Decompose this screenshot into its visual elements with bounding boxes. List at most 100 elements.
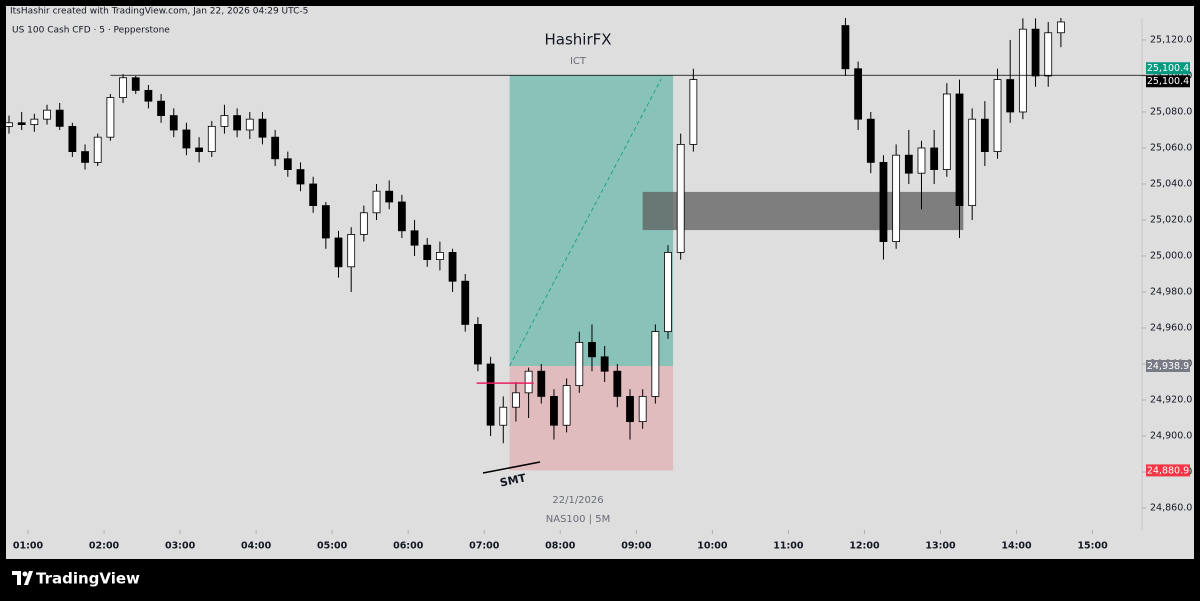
candle-body <box>347 233 356 268</box>
candle-body <box>486 363 495 426</box>
candle-body <box>448 251 457 282</box>
candle-body <box>930 147 939 170</box>
candle-body <box>93 136 102 163</box>
x-tick-label: 02:00 <box>89 541 120 552</box>
candle-body <box>131 77 140 91</box>
smt-label: SMT <box>499 471 528 489</box>
candle-body <box>397 201 406 232</box>
candle-body <box>892 154 901 242</box>
candle-body <box>993 79 1002 152</box>
candle-body <box>474 324 482 365</box>
stop-zone <box>509 365 674 471</box>
price-label-box <box>1146 359 1190 372</box>
candle-body <box>43 109 51 120</box>
y-tick-label: 24,980.0 <box>1150 287 1192 298</box>
candle-body <box>575 342 584 387</box>
candle-body <box>359 212 368 235</box>
brand-logo <box>12 571 33 585</box>
x-tick-label: 08:00 <box>545 541 576 552</box>
candle-body <box>1006 79 1015 113</box>
chart-subtitle: ICT <box>570 56 587 67</box>
x-tick-label: 07:00 <box>469 541 500 552</box>
candle-body <box>942 93 951 170</box>
candle-body <box>917 147 926 174</box>
candle-body <box>207 125 216 152</box>
candle-body <box>461 280 470 325</box>
candle-body <box>233 115 242 131</box>
candle-body <box>68 125 77 152</box>
candle-body <box>195 147 204 152</box>
position-path <box>509 79 662 367</box>
candle-body <box>626 396 634 423</box>
y-tick-label: 24,920.0 <box>1150 395 1192 406</box>
y-tick-label: 25,000.0 <box>1150 250 1192 261</box>
candle-body <box>600 356 609 372</box>
symbol-label: US 100 Cash CFD · 5 · Pepperstone <box>12 26 170 36</box>
candle-body <box>524 370 533 394</box>
candle-body <box>904 154 913 174</box>
smt-line <box>482 461 541 474</box>
candle-body <box>676 143 685 253</box>
candle-body <box>271 136 280 160</box>
candle-body <box>157 100 165 116</box>
x-tick-label: 15:00 <box>1077 541 1108 552</box>
price-label-box <box>1146 62 1190 75</box>
x-tick-label: 12:00 <box>849 541 880 552</box>
candle-body <box>182 129 191 149</box>
candle-body <box>55 109 64 127</box>
candle-body <box>562 385 571 426</box>
candle-body <box>372 190 381 214</box>
x-tick-label: 09:00 <box>621 541 652 552</box>
candle-body <box>81 151 89 163</box>
candle-body <box>410 230 419 246</box>
candle-body <box>258 118 267 138</box>
candle-body <box>144 89 153 102</box>
price-label: 24,880.9 <box>1147 465 1189 476</box>
candle-body <box>1018 28 1027 113</box>
x-tick-label: 14:00 <box>1001 541 1032 552</box>
candle-body <box>1056 21 1065 34</box>
price-label: 24,938.9 <box>1147 361 1189 372</box>
y-tick-label: 24,960.0 <box>1150 323 1192 334</box>
candle-body <box>385 190 394 203</box>
price-label-box <box>1146 75 1190 88</box>
candle-body <box>296 169 305 185</box>
candle-body <box>334 237 343 268</box>
candle-body <box>980 118 989 152</box>
candle-body <box>309 183 318 206</box>
candle-body <box>968 118 977 206</box>
instrument-annotation: NAS100 | 5M <box>546 514 610 525</box>
candle-body <box>854 68 863 120</box>
candle-body <box>613 370 622 397</box>
y-tick-label: 25,080.0 <box>1150 106 1192 117</box>
price-label: 25,100.4 <box>1147 76 1189 87</box>
candle-body <box>638 396 647 423</box>
x-tick-label: 10:00 <box>697 541 728 552</box>
candle-body <box>499 406 508 426</box>
candle-body <box>245 118 254 131</box>
y-tick-label: 25,120.0 <box>1150 34 1192 45</box>
candle-body <box>6 122 13 127</box>
candle-body <box>30 118 39 125</box>
header-credit: ItsHashir created with TradingView.com, … <box>10 7 308 17</box>
plot-area <box>6 18 1065 471</box>
x-tick-label: 05:00 <box>317 541 348 552</box>
y-tick-label: 24,900.0 <box>1150 431 1192 442</box>
candle-body <box>1044 32 1053 77</box>
candle-body <box>664 251 672 333</box>
candle-body <box>119 77 127 98</box>
chart-title: HashirFX <box>544 31 611 49</box>
date-annotation: 22/1/2026 <box>552 495 603 506</box>
candle-body <box>423 244 432 260</box>
x-tick-label: 13:00 <box>925 541 956 552</box>
price-label-box <box>1146 464 1190 477</box>
candle-body <box>321 205 330 239</box>
candle-body <box>512 392 520 408</box>
y-tick-label: 25,040.0 <box>1150 178 1192 189</box>
fvg-zone <box>642 191 964 231</box>
x-tick-label: 01:00 <box>13 541 44 552</box>
brand-name: TradingView <box>36 570 140 588</box>
x-tick-label: 04:00 <box>241 541 272 552</box>
